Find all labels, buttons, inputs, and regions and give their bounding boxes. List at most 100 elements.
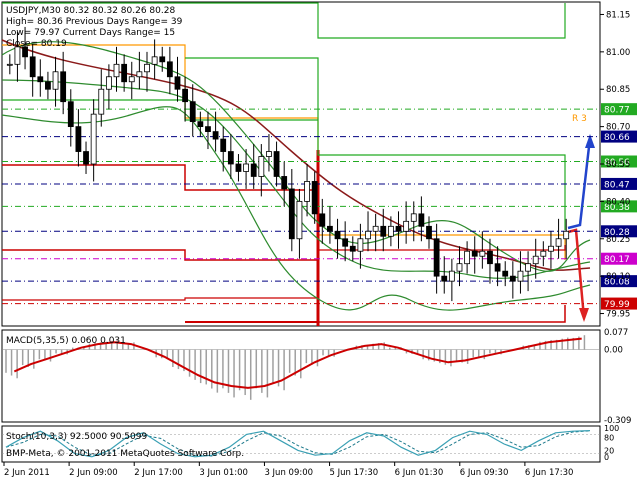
candle-body [296, 200, 303, 240]
price-level-label: 80.77 [604, 106, 630, 116]
candle-body [372, 225, 379, 232]
candle-body [540, 250, 547, 257]
price-level-label: 80.08 [604, 278, 630, 288]
stoch-title: Stoch(10,3,3) 92.5000 90.5099 [6, 432, 147, 442]
candle-body [563, 230, 570, 240]
candle-body [548, 245, 554, 252]
candle-body [60, 71, 67, 103]
price-level-box [601, 225, 637, 238]
candle-body [509, 275, 516, 282]
price-tick-label: 80.70 [606, 123, 630, 133]
time-tick-label: 2 Jun 17:00 [134, 468, 183, 478]
candle-body [479, 250, 486, 257]
candle-body [45, 81, 51, 90]
candle-body [342, 238, 349, 247]
candle-body [487, 250, 493, 265]
stoch-panel-frame [1, 425, 601, 463]
price-tick-label: 81.00 [606, 48, 630, 58]
time-tick-label: 6 Jun 01:30 [395, 468, 444, 478]
candle-body [448, 270, 455, 282]
candle-body [532, 255, 539, 265]
time-tick-label: 2 Jun 2011 [4, 468, 50, 478]
candle-body [75, 126, 82, 152]
candle-body [121, 63, 128, 83]
candle-body [464, 250, 471, 265]
candle-body [555, 238, 562, 247]
candle-body [144, 63, 150, 73]
candle-body [52, 71, 59, 90]
header-close-line: Close= 80.19 [6, 39, 67, 49]
candle-body [212, 131, 219, 140]
macd-signal-line [13, 337, 582, 389]
price-tick-label: 80.55 [606, 160, 630, 170]
candle-body [197, 121, 204, 128]
candle-body [98, 88, 105, 115]
price-level-label: 80.47 [604, 180, 630, 190]
candle-body [220, 138, 227, 152]
macd-title: MACD(5,35,5) 0.060 0.031 [6, 336, 126, 346]
candle-body [387, 225, 394, 237]
candle-body [205, 126, 211, 133]
macd-tick-label: -0.309 [604, 416, 631, 426]
candle-body [6, 63, 13, 66]
candle-body [113, 63, 120, 78]
price-level-box [601, 177, 637, 190]
macd-panel: 0.077 0.00 -0.309 [2, 328, 631, 426]
candle-body [273, 151, 280, 177]
price-tick-label: 81.15 [606, 10, 630, 20]
price-level-label: 80.38 [604, 203, 630, 213]
candle-body [22, 46, 28, 58]
price-tick-label: 80.25 [606, 235, 630, 245]
price-level-box [601, 130, 637, 143]
candle-body [235, 163, 242, 172]
candle-body [494, 263, 501, 272]
price-level-box [601, 155, 637, 168]
candle-body [128, 76, 135, 83]
watermark: BMP-Meta, © 2001-2011 MetaQuotes Softwar… [6, 449, 244, 459]
stoch-tick-label: 100 [604, 424, 619, 433]
candle-body [258, 156, 265, 177]
candle-body [67, 101, 74, 128]
candle-body [166, 61, 173, 78]
header-symbol-line: USDJPY,M30 80.32 80.32 80.26 80.28 [6, 6, 175, 16]
candle-body [151, 56, 158, 65]
time-axis: 2 Jun 2011 2 Jun 09:00 2 Jun 17:00 3 Jun 01… [3, 462, 573, 478]
candle-body [311, 181, 318, 215]
price-tick-label: 80.40 [606, 197, 630, 207]
candle-body [159, 56, 166, 63]
candle-body [471, 250, 478, 257]
candle-body [266, 151, 272, 157]
candle-body [418, 213, 425, 227]
candle-body [288, 188, 295, 240]
candle-body [380, 225, 387, 237]
level-annotation: R 3 [572, 114, 587, 124]
time-tick-label: 2 Jun 09:00 [69, 468, 118, 478]
stoch-tick-label: 20 [604, 447, 614, 456]
stoch-tick-label: 80 [604, 433, 614, 442]
candlesticks [6, 26, 570, 302]
price-level-label: 79.99 [604, 300, 630, 310]
header-low-line: Low= 79.97 Current Days Range= 15 [6, 28, 175, 38]
candle-body [395, 225, 402, 232]
candle-body [433, 238, 440, 277]
macd-tick-label: 0.077 [604, 328, 628, 338]
candle-body [456, 263, 463, 272]
price-levels: 80.77 80.66 80.56 80.47 80.38 80.28 80.17 80.08… [2, 103, 637, 310]
time-tick-label: 5 Jun 17:30 [330, 468, 379, 478]
candle-body [227, 151, 234, 165]
candle-body [29, 56, 36, 78]
candle-body [83, 151, 89, 165]
price-level-label: 80.17 [604, 255, 630, 265]
candle-body [441, 275, 448, 282]
price-level-box [601, 200, 637, 213]
candle-body [525, 263, 531, 272]
price-level-label: 80.56 [604, 158, 630, 168]
macd-panel-frame [1, 329, 601, 423]
price-level-box [601, 252, 637, 265]
candle-body [365, 230, 371, 240]
candle-body [105, 76, 112, 90]
price-level-box [601, 297, 637, 310]
